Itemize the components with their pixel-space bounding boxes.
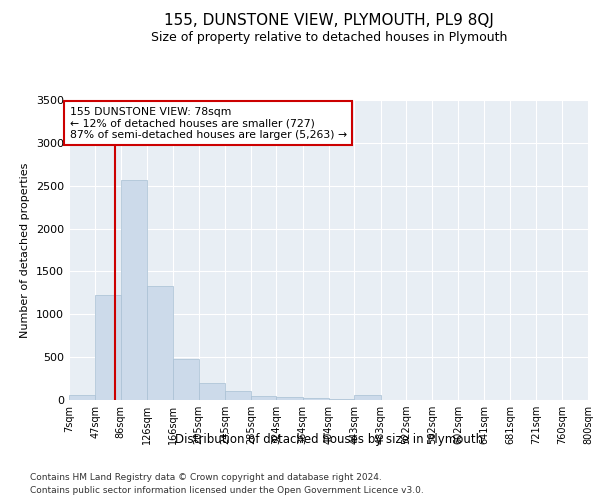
Bar — [355, 396, 380, 400]
Bar — [329, 399, 355, 400]
Bar — [251, 396, 277, 400]
Text: Size of property relative to detached houses in Plymouth: Size of property relative to detached ho… — [151, 31, 507, 44]
Text: Contains HM Land Registry data © Crown copyright and database right 2024.: Contains HM Land Registry data © Crown c… — [30, 472, 382, 482]
Bar — [69, 395, 95, 400]
Bar — [147, 286, 173, 400]
Bar — [277, 397, 302, 400]
Bar — [302, 398, 329, 400]
Bar — [95, 294, 121, 400]
Y-axis label: Number of detached properties: Number of detached properties — [20, 162, 31, 338]
Text: Distribution of detached houses by size in Plymouth: Distribution of detached houses by size … — [175, 432, 483, 446]
Text: 155, DUNSTONE VIEW, PLYMOUTH, PL9 8QJ: 155, DUNSTONE VIEW, PLYMOUTH, PL9 8QJ — [164, 12, 494, 28]
Bar — [121, 180, 147, 400]
Text: Contains public sector information licensed under the Open Government Licence v3: Contains public sector information licen… — [30, 486, 424, 495]
Text: 155 DUNSTONE VIEW: 78sqm
← 12% of detached houses are smaller (727)
87% of semi-: 155 DUNSTONE VIEW: 78sqm ← 12% of detach… — [70, 107, 347, 140]
Bar — [199, 384, 225, 400]
Bar — [173, 359, 199, 400]
Bar — [225, 392, 251, 400]
